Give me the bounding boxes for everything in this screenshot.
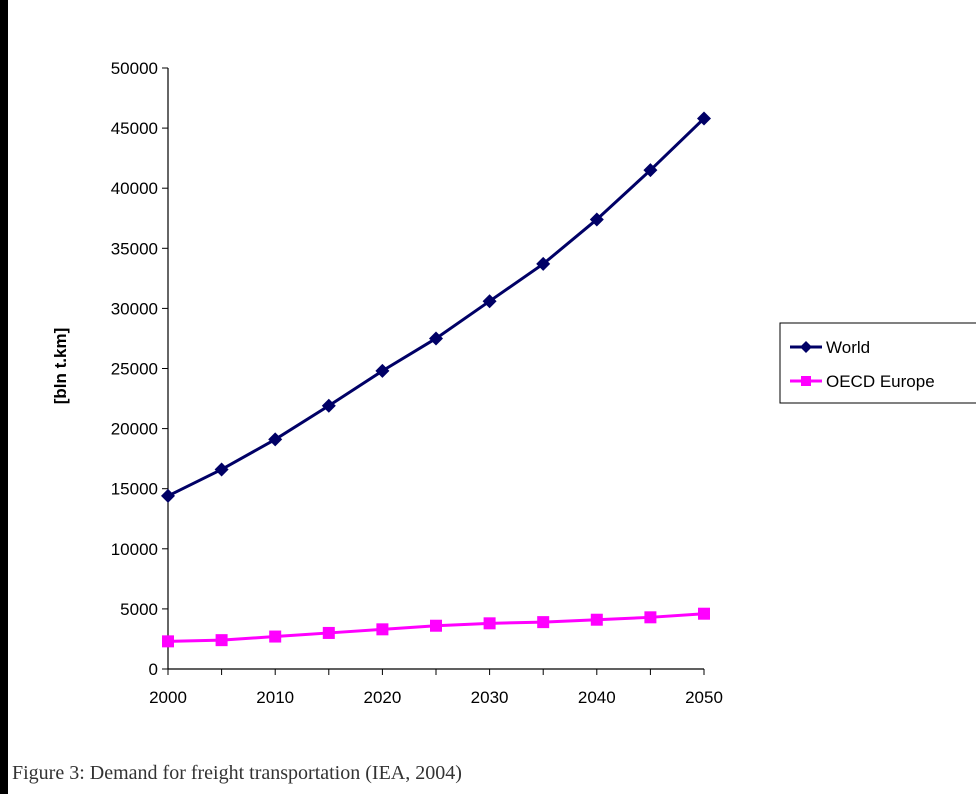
data-point xyxy=(643,163,658,178)
data-point xyxy=(162,635,174,648)
data-point xyxy=(430,619,442,632)
legend-items: World OECD Europe xyxy=(790,338,935,391)
data-point xyxy=(376,623,389,636)
data-point xyxy=(590,613,603,626)
data-point xyxy=(215,634,228,647)
x-axis-ticks: 2000 2010 2020 2030 2040 2050 xyxy=(149,669,723,707)
y-tick-label: 45000 xyxy=(111,119,158,138)
data-point xyxy=(322,626,335,639)
y-tick-label: 25000 xyxy=(111,360,158,379)
y-axis-title: [bln t.km] xyxy=(51,328,70,405)
x-tick-label: 2050 xyxy=(685,688,723,707)
series-oecd-europe xyxy=(162,607,710,648)
y-tick-label: 0 xyxy=(149,660,158,679)
data-point xyxy=(268,432,283,447)
data-point xyxy=(800,341,812,353)
y-tick-label: 35000 xyxy=(111,239,158,258)
data-point xyxy=(483,617,496,630)
data-point xyxy=(269,630,282,643)
data-point xyxy=(698,607,710,620)
line-chart: 0 5000 10000 15000 20000 25000 30000 35000 40000… xyxy=(51,59,976,707)
x-tick-label: 2000 xyxy=(149,688,187,707)
series-layer xyxy=(161,111,711,648)
data-point xyxy=(697,111,711,126)
data-point xyxy=(214,462,229,477)
data-point xyxy=(429,331,443,346)
legend-box xyxy=(779,322,976,404)
x-tick-label: 2040 xyxy=(578,688,616,707)
y-axis-ticks: 0 5000 10000 15000 20000 25000 30000 35000 40000… xyxy=(111,59,168,679)
legend-item: World xyxy=(790,338,870,357)
legend-label: OECD Europe xyxy=(826,372,935,391)
y-tick-label: 50000 xyxy=(111,59,158,78)
series-world xyxy=(161,111,711,503)
figure-caption: Figure 3: Demand for freight transportat… xyxy=(12,762,462,784)
data-point xyxy=(482,294,497,309)
y-tick-label: 15000 xyxy=(111,480,158,499)
data-point xyxy=(589,212,604,227)
data-point xyxy=(537,616,550,629)
chart-axes xyxy=(167,68,704,670)
series-line xyxy=(167,117,706,498)
legend-item: OECD Europe xyxy=(790,372,935,391)
x-tick-label: 2030 xyxy=(471,688,509,707)
y-tick-label: 30000 xyxy=(111,299,158,318)
data-point xyxy=(161,488,175,503)
data-point xyxy=(644,611,657,624)
x-tick-label: 2010 xyxy=(256,688,294,707)
y-tick-label: 5000 xyxy=(120,600,158,619)
legend: World OECD Europe xyxy=(779,322,976,404)
page-margin-bar xyxy=(0,0,8,794)
y-tick-label: 40000 xyxy=(111,179,158,198)
data-point xyxy=(375,363,390,378)
y-tick-label: 10000 xyxy=(111,540,158,559)
y-tick-label: 20000 xyxy=(111,420,158,439)
data-point xyxy=(801,376,811,386)
x-tick-label: 2020 xyxy=(363,688,401,707)
data-point xyxy=(321,398,336,413)
data-point xyxy=(536,256,551,271)
legend-label: World xyxy=(826,338,870,357)
